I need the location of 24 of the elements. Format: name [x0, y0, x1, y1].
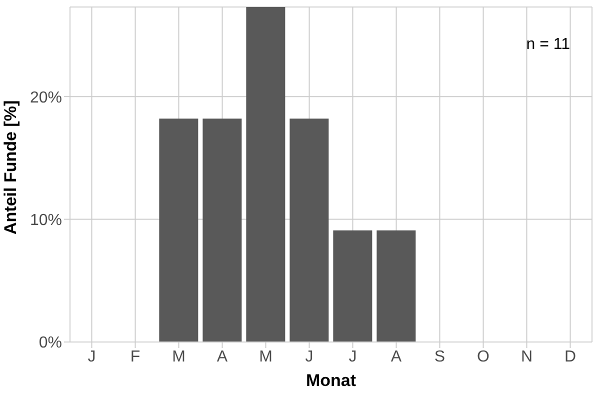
x-tick-label: M	[259, 348, 272, 366]
x-tick-label: D	[564, 348, 576, 366]
x-tick-label: J	[305, 348, 314, 366]
x-tick-label: M	[172, 348, 186, 366]
annotation: n = 11	[526, 36, 570, 54]
x-tick-label: N	[520, 348, 533, 366]
x-tick-label: J	[88, 348, 96, 366]
y-tick-label: 20%	[30, 89, 62, 106]
x-axis-title: Monat	[306, 371, 356, 390]
bar	[202, 118, 242, 342]
y-axis-title: Anteil Funde [%]	[1, 100, 20, 234]
x-tick-label: F	[130, 348, 140, 366]
bar	[333, 230, 372, 342]
bar	[290, 118, 329, 342]
bar	[159, 118, 198, 342]
x-tick-label: A	[216, 348, 228, 366]
bar	[376, 230, 416, 342]
y-tick-label: 0%	[38, 334, 62, 352]
x-tick-label: J	[348, 348, 357, 366]
x-tick-label: A	[390, 348, 402, 366]
bar	[246, 7, 286, 342]
x-tick-label: O	[477, 348, 490, 366]
y-tick-label: 10%	[30, 212, 62, 229]
x-tick-label: S	[434, 348, 446, 366]
